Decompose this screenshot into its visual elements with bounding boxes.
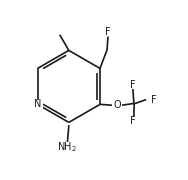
FancyBboxPatch shape [112, 101, 122, 110]
Text: F: F [105, 27, 111, 37]
FancyBboxPatch shape [57, 142, 77, 151]
FancyBboxPatch shape [32, 100, 43, 109]
Text: NH$_2$: NH$_2$ [57, 140, 77, 154]
Text: O: O [113, 100, 121, 110]
Text: F: F [130, 116, 136, 126]
Text: N: N [34, 99, 41, 109]
Text: F: F [130, 80, 135, 90]
Text: F: F [151, 95, 157, 105]
